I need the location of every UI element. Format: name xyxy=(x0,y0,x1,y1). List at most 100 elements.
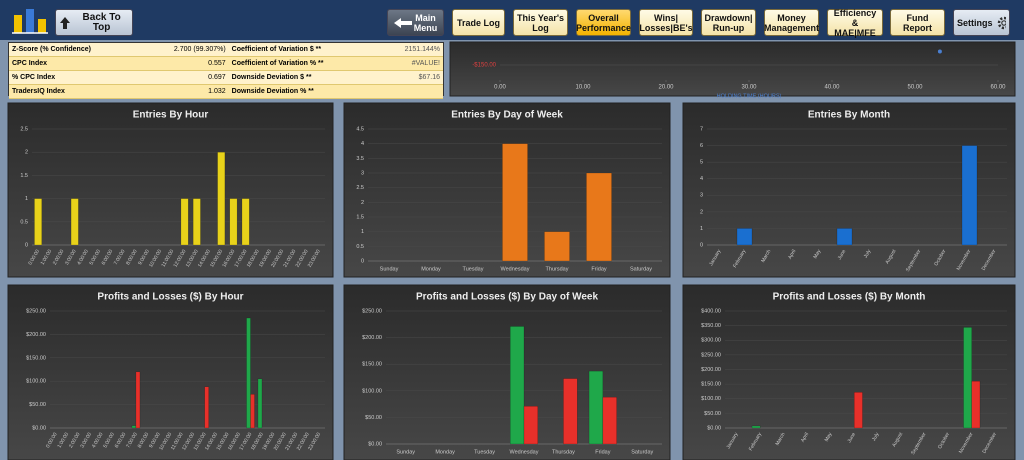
bar xyxy=(246,317,251,429)
stat-value: 1.032 xyxy=(139,84,229,99)
bar xyxy=(131,425,137,429)
y-tick-label: $150.00 xyxy=(362,362,382,368)
bar xyxy=(588,370,604,445)
x-tick-label: 60.00 xyxy=(990,85,1006,91)
bar xyxy=(751,425,761,429)
stat-value: 2.700 (99.307%) xyxy=(139,43,229,57)
chart-title: Entries By Day of Week xyxy=(451,110,563,121)
button-label: Main Menu xyxy=(413,12,438,33)
y-tick-label: 1.5 xyxy=(20,173,28,179)
tab-button[interactable]: This Year's Log xyxy=(513,9,568,36)
y-tick-label: 2.5 xyxy=(20,126,28,132)
y-tick-label: $0.00 xyxy=(32,425,46,431)
x-tick-label: May xyxy=(824,431,834,443)
table-row: Z-Score (% Confidence) 2.700 (99.307%) Coe… xyxy=(9,43,443,57)
x-tick-label: June xyxy=(847,431,858,444)
stat-value xyxy=(379,84,443,99)
chart-panel: $0.00$50.00$100.00$150.00$200.00$250.000… xyxy=(7,284,334,460)
x-tick-label: Sunday xyxy=(396,449,415,455)
x-tick-label: 50.00 xyxy=(907,85,923,91)
x-tick-label: 40.00 xyxy=(824,85,840,91)
y-tick-label: $50.00 xyxy=(29,402,46,408)
panel-background xyxy=(7,284,334,460)
y-tick-label: $250.00 xyxy=(701,352,721,358)
bar xyxy=(217,152,226,246)
stat-value: $67.16 xyxy=(379,70,443,85)
chart-panel: 0 0.5 1 1.5 2 2.5 3 3.5 4 4.5 Sunday Monday Tuesday W… xyxy=(343,102,671,278)
x-tick-label: Saturday xyxy=(631,449,653,455)
bar xyxy=(836,228,853,246)
bar xyxy=(854,392,863,429)
y-tick-label: 3 xyxy=(361,170,364,176)
y-tick-label: $250.00 xyxy=(26,308,46,314)
x-tick-label: May xyxy=(812,248,822,260)
y-tick-label: $150.00 xyxy=(26,355,46,361)
x-axis-label: HOLDING TIME (HOURS) xyxy=(717,93,782,99)
toolbar: Back To Top Main Menu Trade Log This Yea… xyxy=(0,0,1024,40)
y-tick-label: $250.00 xyxy=(362,308,382,314)
panel-background xyxy=(682,284,1016,460)
chart-title: Entries By Hour xyxy=(133,110,209,121)
bar xyxy=(523,406,539,445)
y-tick-label: $50.00 xyxy=(365,415,382,421)
x-tick-label: Wednesday xyxy=(510,449,539,455)
bar xyxy=(509,326,525,445)
x-tick-label: Friday xyxy=(591,266,607,272)
y-tick-label: 6 xyxy=(700,143,703,149)
tab-button[interactable]: Trade Log xyxy=(452,9,505,36)
panel-background xyxy=(7,102,334,278)
table: Z-Score (% Confidence) 2.700 (99.307%) Coe… xyxy=(9,43,443,99)
x-tick-label: Wednesday xyxy=(501,266,530,272)
back-to-top-button[interactable]: Back To Top xyxy=(55,9,133,36)
scatter-point xyxy=(937,49,942,54)
y-tick-label: 0 xyxy=(25,242,28,248)
y-tick-label: 2 xyxy=(361,200,364,206)
stat-label: % CPC Index xyxy=(9,70,140,85)
stat-label: TradersIQ Index xyxy=(9,84,140,99)
tab-button[interactable]: Drawdown| Run-up xyxy=(701,9,756,36)
y-tick-label: $300.00 xyxy=(701,338,721,344)
bar xyxy=(586,172,612,262)
bar xyxy=(180,198,189,246)
chart-title: Profits and Losses ($) By Month xyxy=(773,292,926,303)
bar xyxy=(963,327,972,429)
y-tick-label: 2.5 xyxy=(356,185,364,191)
bar xyxy=(241,198,250,246)
button-label: Settings xyxy=(957,17,993,28)
y-tick-label: $100.00 xyxy=(701,396,721,402)
logo xyxy=(12,9,48,34)
y-tick-label: 0 xyxy=(700,242,703,248)
settings-button[interactable]: Settings xyxy=(953,9,1010,36)
main-menu-button[interactable]: Main Menu xyxy=(387,9,444,36)
chart-panel: $0.00 $50.00 $100.00 $150.00 $200.00 $250.00 $… xyxy=(682,284,1016,460)
stat-label: CPC Index xyxy=(9,56,140,71)
bar xyxy=(544,231,570,262)
bar xyxy=(192,198,201,246)
tab-button[interactable]: Fund Report xyxy=(890,9,945,36)
tab-button[interactable]: Money Management xyxy=(764,9,819,36)
x-tick-label: April xyxy=(787,249,797,261)
y-tick-label: 4 xyxy=(361,141,364,147)
y-tick-label: $200.00 xyxy=(26,332,46,338)
x-tick-label: Monday xyxy=(435,449,455,455)
table-row: CPC Index 0.557 Coefficient of Variation %… xyxy=(9,56,443,71)
bar xyxy=(971,380,981,429)
bar xyxy=(229,198,238,246)
gear-icon xyxy=(997,16,1006,29)
y-tick-label: 0.5 xyxy=(356,244,364,250)
tab-button[interactable]: Efficiency & MAE|MFE xyxy=(827,8,883,38)
tab-button[interactable]: Wins| Losses|BE's xyxy=(639,9,693,36)
x-tick-label: Saturday xyxy=(630,266,652,272)
y-tick-label: 4 xyxy=(700,176,703,182)
tab-button[interactable]: Overall Performance xyxy=(576,9,631,36)
y-tick-label: $0.00 xyxy=(368,441,382,447)
y-tick-label: $200.00 xyxy=(701,367,721,373)
bar xyxy=(250,394,255,429)
bar xyxy=(70,198,79,246)
y-tick-label: $350.00 xyxy=(701,323,721,329)
x-tick-label: July xyxy=(863,248,873,259)
y-tick-label: 4.5 xyxy=(356,126,364,132)
stat-value: 0.697 xyxy=(139,70,229,85)
chart-title: Profits and Losses ($) By Day of Week xyxy=(416,292,599,303)
